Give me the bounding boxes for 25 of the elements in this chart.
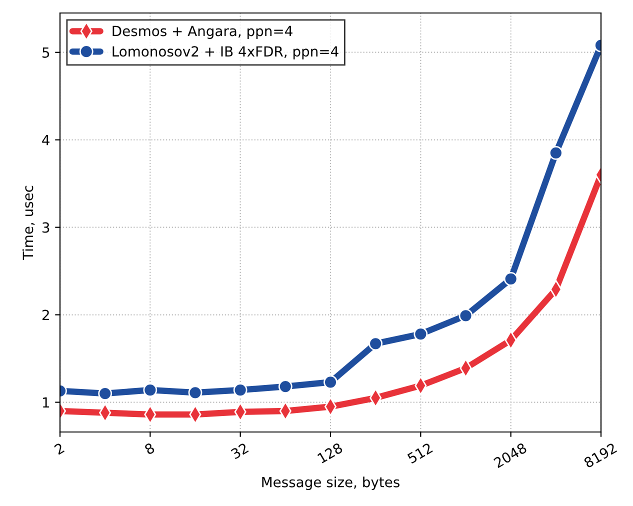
x-tick-label: 32	[230, 442, 249, 460]
point	[98, 386, 112, 400]
y-tick-label: 4	[42, 134, 50, 146]
legend-label: Lomonosov2 + IB 4xFDR, ppn=4	[112, 46, 338, 60]
point	[143, 383, 158, 397]
point	[548, 146, 563, 160]
point	[368, 336, 383, 351]
x-tick-label: 128	[317, 442, 344, 464]
y-tick-label: 5	[42, 48, 50, 58]
point	[188, 386, 202, 400]
point	[233, 383, 248, 397]
y-axis-title: Time, usec	[22, 186, 35, 260]
y-tick-label: 2	[42, 310, 49, 320]
x-tick-label: 2	[54, 442, 65, 455]
point	[458, 308, 473, 323]
y-tick-label: 3	[42, 222, 50, 233]
point	[414, 327, 428, 341]
point	[324, 375, 338, 390]
x-axis-title: Message size, bytes	[262, 476, 400, 490]
point	[504, 272, 518, 286]
y-tick-label: 1	[42, 397, 49, 408]
legend-label: Desmos + Angara, ppn=4	[112, 26, 292, 39]
x-tick-label: 8	[144, 442, 156, 455]
point	[278, 380, 292, 394]
x-tick-label: 512	[406, 442, 433, 464]
